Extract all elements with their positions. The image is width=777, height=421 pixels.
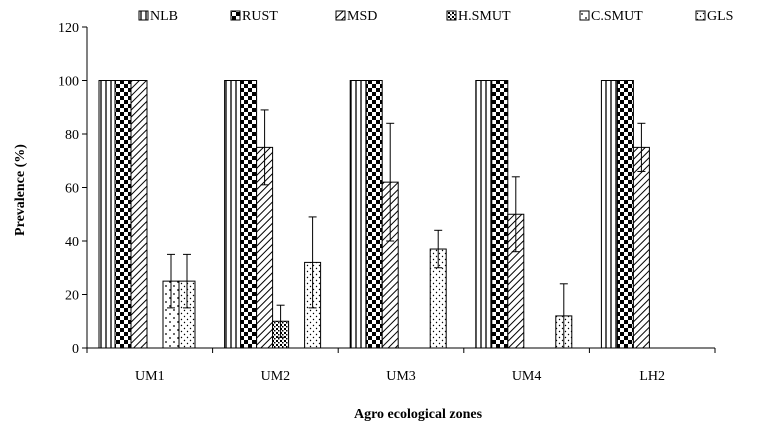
legend-label: C.SMUT <box>591 9 643 24</box>
x-tick-label: UM2 <box>261 369 291 384</box>
y-tick-label: 20 <box>65 289 79 304</box>
legend-swatch <box>230 10 241 21</box>
bar-rust <box>616 80 634 349</box>
plot-area: 0 20 40 60 80 100 120 UM1 UM2 UM3 UM4 LH2 <box>58 21 716 384</box>
legend-swatch <box>138 10 149 21</box>
bar-nlb <box>475 80 493 349</box>
bar-nlb <box>600 80 618 349</box>
legend-swatch <box>446 10 457 21</box>
bar-rust <box>365 80 383 349</box>
bar-rust <box>491 80 509 349</box>
x-tick-label: UM1 <box>135 369 165 384</box>
bar-nlb <box>349 80 367 349</box>
y-tick-label: 0 <box>72 342 79 357</box>
x-tick-label: UM3 <box>386 369 416 384</box>
bar-rust <box>114 80 132 349</box>
bar-msd <box>130 80 148 349</box>
y-axis-title: Prevalence (%) <box>13 144 28 236</box>
x-axis-title: Agro ecological zones <box>354 407 483 421</box>
bar-nlb <box>98 80 116 349</box>
y-tick-label: 60 <box>65 182 79 197</box>
y-tick-label: 80 <box>65 128 79 143</box>
y-tick-label: 120 <box>58 21 79 36</box>
y-tick-label: 40 <box>65 235 79 250</box>
y-tick-label: 100 <box>58 75 79 90</box>
legend-swatch <box>579 10 590 21</box>
legend: NLB RUST MSD H.SMUT C.SMUT GLS <box>138 9 733 24</box>
x-tick-label: UM4 <box>512 369 542 384</box>
bar-nlb <box>224 80 242 349</box>
legend-label: MSD <box>347 9 377 24</box>
legend-label: H.SMUT <box>458 9 511 24</box>
bar-rust <box>240 80 258 349</box>
legend-swatch <box>335 10 346 21</box>
legend-label: GLS <box>707 9 733 24</box>
x-tick-label: LH2 <box>639 369 665 384</box>
legend-label: RUST <box>242 9 278 24</box>
bar-msd <box>632 146 650 349</box>
legend-swatch <box>695 10 706 21</box>
legend-label: NLB <box>150 9 178 24</box>
